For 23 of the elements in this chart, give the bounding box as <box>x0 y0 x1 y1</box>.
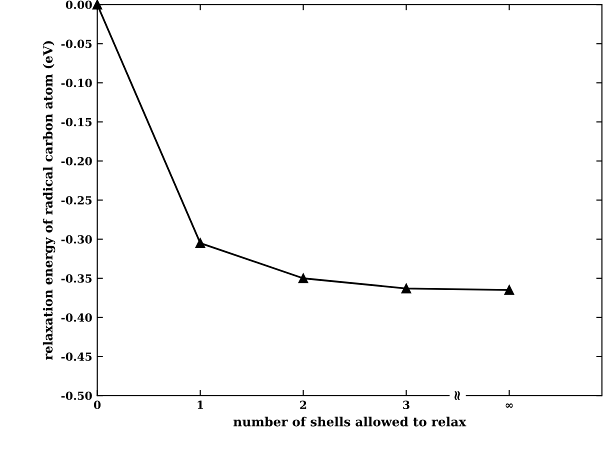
y-tick-label: -0.25 <box>61 196 92 204</box>
y-tick-label: -0.45 <box>61 352 92 361</box>
x-tick-label: ∞ <box>506 403 513 408</box>
y-tick-label: -0.40 <box>61 313 92 322</box>
x-tick-label: 3 <box>403 400 410 410</box>
y-axis-title: relaxation energy of radical carbon atom (eV) <box>42 41 56 360</box>
x-tick-label: 0 <box>94 400 101 410</box>
point <box>298 273 308 284</box>
point <box>504 285 514 295</box>
annotation: ≈ <box>454 391 460 400</box>
x-axis-title: number of shells allowed to relax <box>233 416 466 426</box>
y-tick-label: 0.00 <box>66 0 92 9</box>
y-tick-label: -0.50 <box>61 392 92 400</box>
y-tick-label: -0.20 <box>61 156 92 166</box>
y-tick-label: -0.05 <box>61 40 92 48</box>
x-tick-label: 2 <box>300 400 306 409</box>
point <box>401 284 412 294</box>
point <box>195 238 206 248</box>
y-tick-label: -0.30 <box>61 235 92 244</box>
x-tick-label: 1 <box>198 400 204 409</box>
y-tick-label: -0.10 <box>61 78 92 88</box>
y-tick-label: -0.15 <box>61 118 92 126</box>
y-tick-label: -0.35 <box>61 274 92 283</box>
